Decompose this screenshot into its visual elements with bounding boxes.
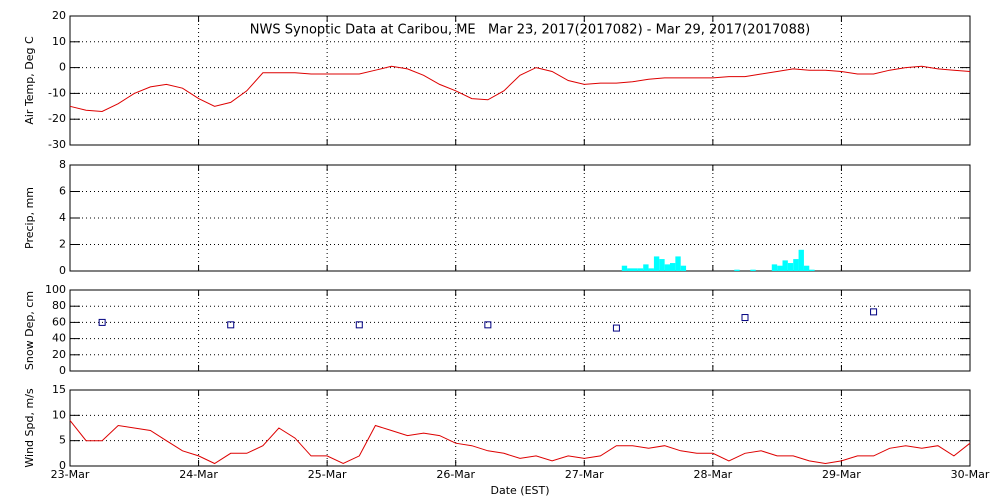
marker [227, 321, 235, 329]
bar [632, 268, 638, 271]
y-tick-label: 0 [59, 364, 66, 377]
bar [750, 269, 756, 271]
y-tick-label: 10 [52, 35, 66, 48]
bar [664, 264, 670, 271]
bar [771, 264, 778, 271]
x-axis-label: Date (EST) [490, 484, 549, 497]
data-line [69, 420, 971, 465]
bar [621, 265, 628, 271]
x-tick-label: 26-Mar [436, 468, 475, 481]
bar [653, 256, 660, 271]
bar [803, 265, 810, 271]
bar [680, 265, 687, 271]
y-tick-label: 10 [52, 408, 66, 421]
x-tick-label: 23-Mar [51, 468, 90, 481]
y-tick-label: -10 [48, 86, 66, 99]
y-tick-label: 100 [45, 283, 66, 296]
bar [782, 260, 788, 271]
y-tick-label: 2 [59, 238, 66, 251]
marker [484, 321, 492, 329]
bar [787, 263, 794, 271]
x-tick-label: 28-Mar [693, 468, 732, 481]
bar [675, 256, 681, 271]
bar [627, 268, 633, 271]
bar [777, 265, 783, 271]
y-tick-label: 15 [52, 383, 66, 396]
x-tick-label: 29-Mar [822, 468, 861, 481]
y-tick-label: 80 [52, 299, 66, 312]
y-tick-label: 4 [59, 211, 66, 224]
marker [98, 318, 106, 326]
x-tick-label: 27-Mar [565, 468, 604, 481]
chart-title: NWS Synoptic Data at Caribou, ME Mar 23,… [250, 23, 810, 38]
y-tick-label: 0 [59, 264, 66, 277]
marker [870, 308, 878, 316]
y-axis-label: Air Temp, Deg C [23, 36, 36, 125]
marker [612, 324, 620, 332]
y-tick-label: 6 [59, 185, 66, 198]
plot-frame [69, 389, 971, 467]
y-tick-label: 40 [52, 332, 66, 345]
bar [637, 268, 644, 271]
bar [670, 263, 676, 271]
bar [798, 249, 804, 271]
y-tick-label: 20 [52, 348, 66, 361]
y-tick-label: 60 [52, 315, 66, 328]
bar [734, 269, 740, 271]
y-tick-label: -30 [48, 138, 66, 151]
marker [741, 314, 749, 322]
data-line [69, 65, 971, 113]
marker [355, 321, 363, 329]
y-tick-label: 0 [59, 61, 66, 74]
bar [648, 268, 654, 271]
x-tick-label: 25-Mar [308, 468, 347, 481]
x-tick-label: 30-Mar [951, 468, 990, 481]
y-tick-label: -20 [48, 112, 66, 125]
y-axis-label: Wind Spd, m/s [23, 388, 36, 468]
y-axis-label: Snow Dep, cm [23, 291, 36, 370]
y-tick-label: 0 [59, 459, 66, 472]
y-tick-label: 8 [59, 158, 66, 171]
y-tick-label: 20 [52, 9, 66, 22]
bar [659, 259, 665, 271]
y-tick-label: 5 [59, 434, 66, 447]
bar [643, 264, 649, 271]
bar [793, 259, 799, 271]
bar [809, 269, 815, 271]
x-tick-label: 24-Mar [179, 468, 218, 481]
y-axis-label: Precip, mm [23, 187, 36, 249]
